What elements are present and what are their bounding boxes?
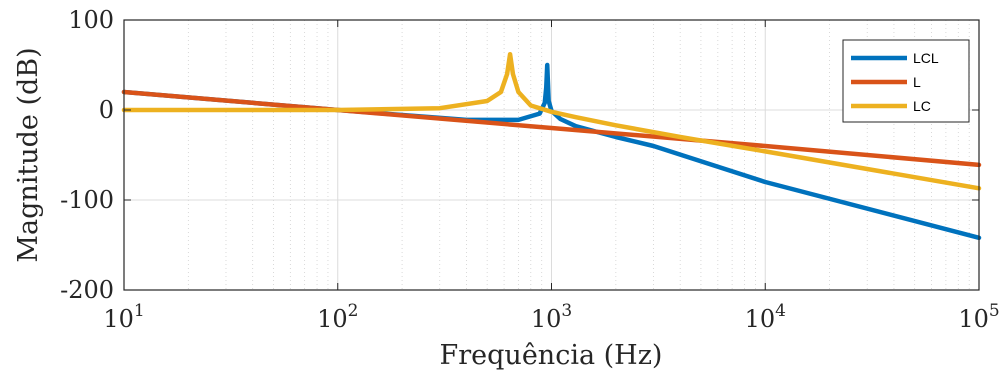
series-line-l bbox=[121, 89, 982, 168]
series-line-lcl bbox=[121, 62, 982, 241]
x-tick-label: 104 bbox=[745, 301, 786, 333]
x-tick-label: 103 bbox=[531, 301, 572, 333]
x-tick-label: 101 bbox=[103, 301, 144, 333]
axis-ticks: 101 102 103 104 105 100 0 -100 -200 bbox=[60, 6, 1000, 333]
x-axis-label: Frequência (Hz) bbox=[440, 340, 663, 371]
legend-label-l: L bbox=[913, 74, 921, 90]
y-tick-label: -200 bbox=[60, 276, 114, 304]
legend: LCL L LC bbox=[842, 39, 970, 123]
y-tick-label: -100 bbox=[60, 186, 114, 214]
legend-label-lcl: LCL bbox=[913, 50, 939, 66]
series-line-lc bbox=[121, 51, 982, 191]
y-axis-label: Magnitude (dB) bbox=[13, 47, 44, 262]
x-tick-label: 102 bbox=[317, 301, 358, 333]
x-tick-label: 105 bbox=[958, 301, 999, 333]
series-lines bbox=[121, 51, 982, 241]
y-tick-label: 100 bbox=[68, 6, 114, 34]
y-tick-label: 0 bbox=[99, 96, 114, 124]
legend-label-lc: LC bbox=[913, 98, 931, 114]
